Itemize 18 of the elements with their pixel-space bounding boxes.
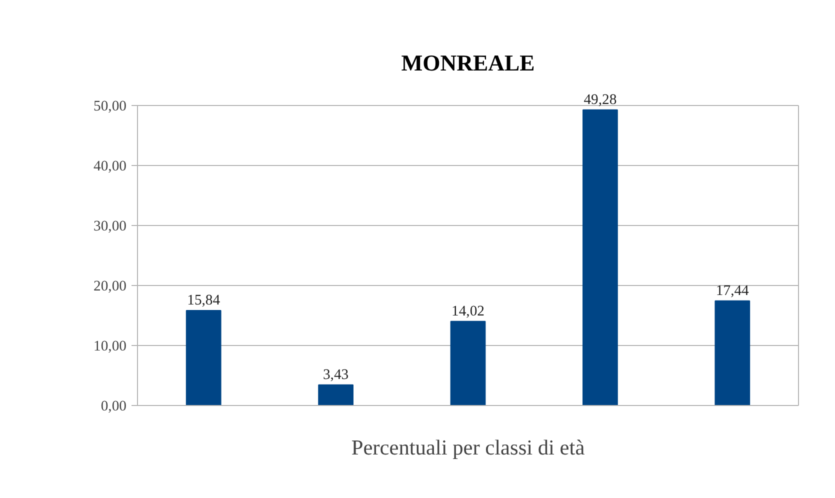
data-label: 15,84 [187,292,221,308]
y-tick-label: 30,00 [94,218,127,234]
data-label: 49,28 [584,92,617,108]
data-label: 3,43 [322,366,349,383]
y-tick-label: 0,00 [100,398,127,414]
bar [450,320,486,406]
data-label: 17,44 [716,282,750,299]
bar [714,300,750,406]
y-tick-label: 40,00 [94,158,127,174]
data-label: 14,02 [452,303,484,320]
bar [186,310,222,406]
y-tick-label: 20,00 [94,278,127,294]
chart-title: MONREALE [401,50,535,76]
x-axis-title: Percentuali per classi di età [351,436,586,460]
y-tick-label: 10,00 [94,338,127,354]
bar [318,384,354,406]
y-tick-label: 50,00 [94,98,127,114]
bar [582,109,618,406]
